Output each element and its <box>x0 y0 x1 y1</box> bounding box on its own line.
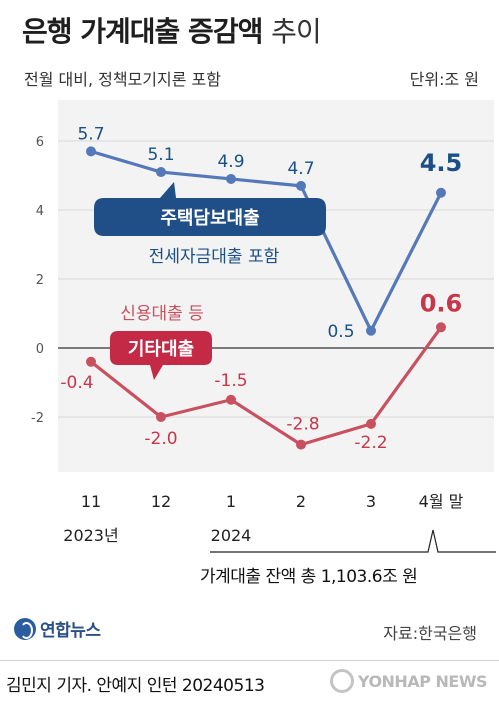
credit-line: 김민지 기자. 안예지 인턴 20240513 <box>6 676 265 696</box>
other-legend-sublabel: 신용대출 등 <box>120 304 204 324</box>
y-tick-label: 6 <box>36 135 44 150</box>
chart-title: 은행 가계대출 증감액 추이 <box>22 10 322 50</box>
title-bold: 은행 가계대출 증감액 <box>22 15 263 48</box>
data-point <box>296 180 306 191</box>
logo-text: 연합뉴스 <box>40 621 101 641</box>
x-tick-label: 2 <box>296 492 306 511</box>
series-line <box>90 149 443 333</box>
footer: 김민지 기자. 안예지 인턴 20240513 YONHAP NEWS <box>0 660 499 707</box>
watermark-text: YONHAP NEWS <box>357 671 488 691</box>
data-label: 0.5 <box>327 322 354 342</box>
watermark: YONHAP NEWS <box>329 669 488 693</box>
y-tick-label: 2 <box>36 273 44 288</box>
y-tick-label: 4 <box>36 204 44 219</box>
y-tick-label: -2 <box>31 411 44 426</box>
other-legend-label: 기타대출 <box>128 339 194 360</box>
data-label: -2.0 <box>144 429 177 449</box>
data-label: 4.9 <box>217 152 244 172</box>
data-label: 5.7 <box>77 124 104 144</box>
data-point <box>86 146 96 157</box>
annotation-bracket <box>210 529 496 553</box>
x-tick-label: 4월 말 <box>419 492 464 511</box>
data-point <box>226 394 236 405</box>
data-point <box>366 418 376 429</box>
other-callout-box <box>110 331 212 380</box>
mortgage-callout-box <box>94 182 326 236</box>
data-label: 5.1 <box>147 145 174 165</box>
data-point <box>226 173 236 184</box>
mortgage-legend-label: 주택담보대출 <box>160 208 259 229</box>
title-light: 추이 <box>271 15 322 48</box>
data-point <box>296 439 306 450</box>
mortgage-legend-sublabel: 전세자금대출 포함 <box>149 247 280 267</box>
yonhap-logo-icon <box>14 617 36 640</box>
yonhap-logo: 연합뉴스 <box>14 616 101 641</box>
data-label: -0.4 <box>60 373 93 393</box>
x-tick-label: 3 <box>366 492 376 511</box>
data-point <box>436 322 446 333</box>
balance-annotation: 가계대출 잔액 총 1,103.6조 원 <box>200 567 418 587</box>
source-label: 자료:한국은행 <box>383 624 477 643</box>
data-label: 4.5 <box>420 149 463 177</box>
data-label: -2.2 <box>354 433 387 453</box>
data-label: -2.8 <box>286 415 319 435</box>
data-point <box>436 187 446 198</box>
unit-label: 단위:조 원 <box>409 70 479 89</box>
year-label: 2023년 <box>63 526 118 545</box>
data-label: 4.7 <box>287 159 314 179</box>
data-label: -1.5 <box>214 371 247 391</box>
watermark-icon <box>329 669 354 693</box>
series-line <box>90 326 443 447</box>
data-point <box>156 412 166 422</box>
x-tick-label: 11 <box>81 492 101 511</box>
data-point <box>156 167 166 178</box>
year-label: 2024 <box>211 526 252 545</box>
x-tick-label: 12 <box>151 492 171 511</box>
y-tick-label: 0 <box>36 342 44 357</box>
data-label: 0.6 <box>420 289 463 317</box>
x-tick-label: 1 <box>226 492 236 511</box>
data-point <box>366 325 376 336</box>
chart-subtitle: 전월 대비, 정책모기지론 포함 <box>24 70 221 89</box>
data-point <box>86 356 96 367</box>
